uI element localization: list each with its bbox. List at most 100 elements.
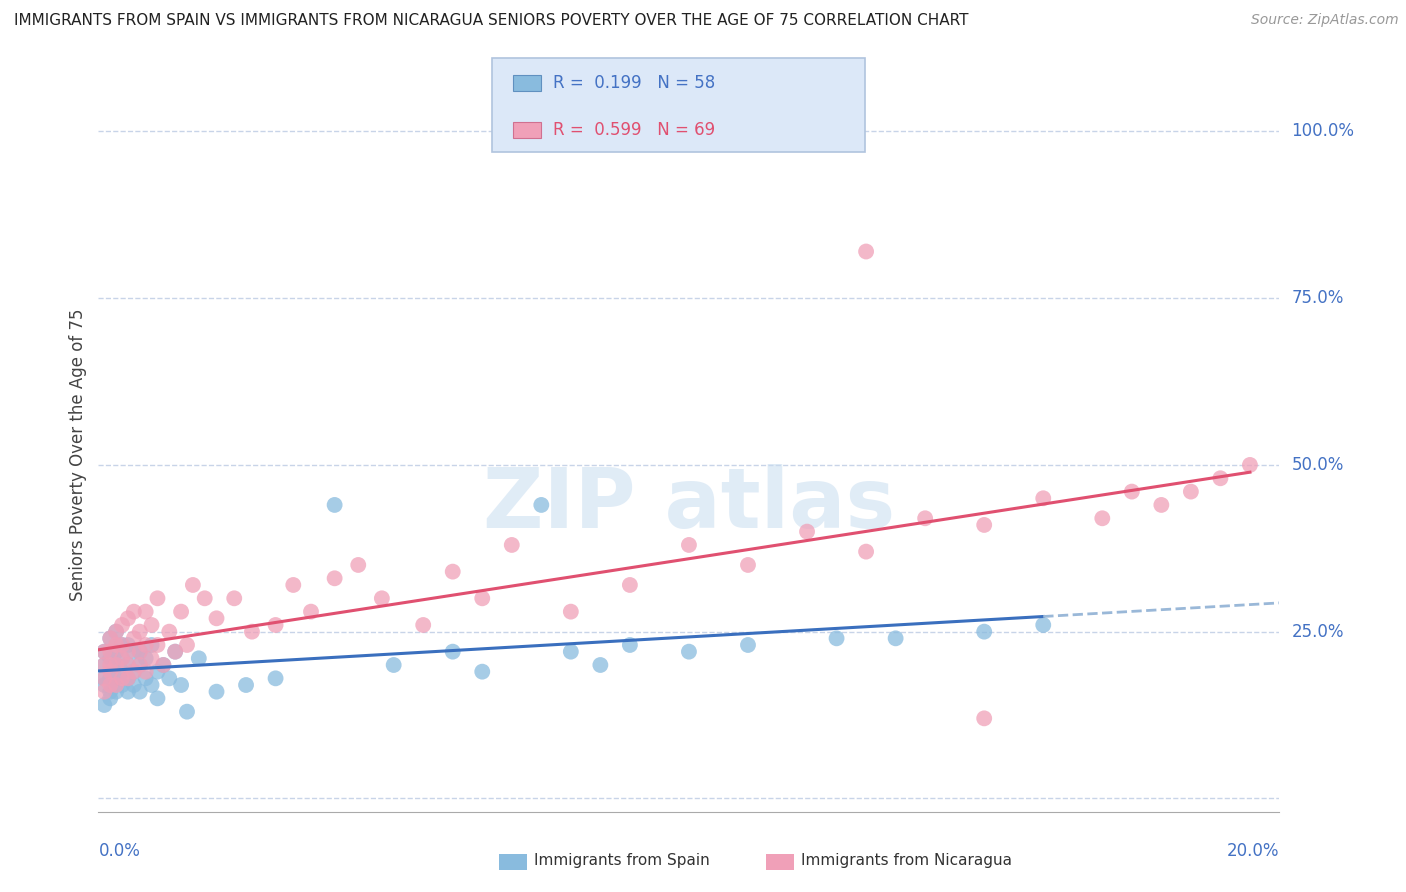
Point — [1209, 471, 1232, 485]
Point — [98, 665, 121, 679]
Point — [98, 691, 121, 706]
Point — [122, 665, 145, 679]
Point — [98, 645, 121, 659]
Point — [1150, 498, 1173, 512]
Point — [146, 691, 169, 706]
Point — [194, 591, 217, 606]
Point — [441, 565, 464, 579]
Point — [98, 671, 121, 685]
Point — [1032, 618, 1054, 632]
Point — [157, 671, 180, 685]
Text: 50.0%: 50.0% — [1291, 456, 1344, 474]
Point — [128, 684, 150, 698]
Point — [117, 638, 139, 652]
Point — [117, 611, 139, 625]
Point — [128, 624, 150, 639]
Point — [117, 658, 139, 673]
Point — [117, 671, 139, 685]
Point — [176, 638, 198, 652]
Text: R =  0.199   N = 58: R = 0.199 N = 58 — [553, 74, 714, 92]
Point — [501, 538, 523, 552]
Point — [98, 684, 121, 698]
Point — [146, 665, 169, 679]
Point — [93, 698, 115, 712]
Point — [165, 645, 187, 659]
Point — [619, 638, 641, 652]
Text: IMMIGRANTS FROM SPAIN VS IMMIGRANTS FROM NICARAGUA SENIORS POVERTY OVER THE AGE : IMMIGRANTS FROM SPAIN VS IMMIGRANTS FROM… — [14, 13, 969, 29]
Point — [105, 658, 128, 673]
Point — [240, 624, 263, 639]
Point — [737, 558, 759, 572]
Point — [105, 684, 128, 698]
Point — [152, 658, 174, 673]
Point — [973, 711, 995, 725]
Point — [165, 645, 187, 659]
Point — [105, 678, 128, 692]
Point — [141, 618, 163, 632]
Point — [157, 624, 180, 639]
Point — [111, 651, 134, 665]
Point — [146, 591, 169, 606]
Point — [1239, 458, 1261, 472]
Point — [412, 618, 434, 632]
Point — [93, 678, 115, 692]
Point — [205, 611, 228, 625]
Point — [471, 591, 494, 606]
Text: R =  0.599   N = 69: R = 0.599 N = 69 — [553, 121, 714, 139]
Point — [122, 632, 145, 646]
Point — [323, 498, 346, 512]
Text: Immigrants from Spain: Immigrants from Spain — [534, 854, 710, 868]
Point — [98, 651, 121, 665]
Point — [111, 671, 134, 685]
Text: ZIP atlas: ZIP atlas — [482, 465, 896, 545]
Point — [382, 658, 405, 673]
Point — [560, 645, 582, 659]
Point — [93, 645, 115, 659]
Point — [299, 605, 322, 619]
Point — [1032, 491, 1054, 506]
Point — [141, 678, 163, 692]
Point — [884, 632, 907, 646]
Text: 75.0%: 75.0% — [1291, 289, 1344, 307]
Point — [141, 651, 163, 665]
Point — [283, 578, 305, 592]
Point — [530, 498, 553, 512]
Point — [737, 638, 759, 652]
Text: Source: ZipAtlas.com: Source: ZipAtlas.com — [1251, 13, 1399, 28]
Point — [111, 638, 134, 652]
Point — [264, 671, 287, 685]
Point — [98, 658, 121, 673]
Point — [205, 684, 228, 698]
Point — [264, 618, 287, 632]
Point — [441, 645, 464, 659]
Point — [93, 684, 115, 698]
Point — [98, 632, 121, 646]
Point — [105, 638, 128, 652]
Point — [135, 651, 157, 665]
Point — [235, 678, 257, 692]
Point — [105, 645, 128, 659]
Point — [128, 645, 150, 659]
Point — [135, 638, 157, 652]
Point — [93, 645, 115, 659]
Point — [122, 605, 145, 619]
Point — [176, 705, 198, 719]
Text: 25.0%: 25.0% — [1291, 623, 1344, 640]
Point — [93, 671, 115, 685]
Point — [135, 665, 157, 679]
Point — [323, 571, 346, 585]
Point — [1091, 511, 1114, 525]
Point — [914, 511, 936, 525]
Point — [135, 671, 157, 685]
Point — [111, 665, 134, 679]
Point — [98, 632, 121, 646]
Point — [170, 678, 193, 692]
Point — [560, 605, 582, 619]
Point — [152, 658, 174, 673]
Point — [678, 538, 700, 552]
Point — [135, 605, 157, 619]
Point — [187, 651, 209, 665]
Point — [128, 658, 150, 673]
Point — [1180, 484, 1202, 499]
Point — [589, 658, 612, 673]
